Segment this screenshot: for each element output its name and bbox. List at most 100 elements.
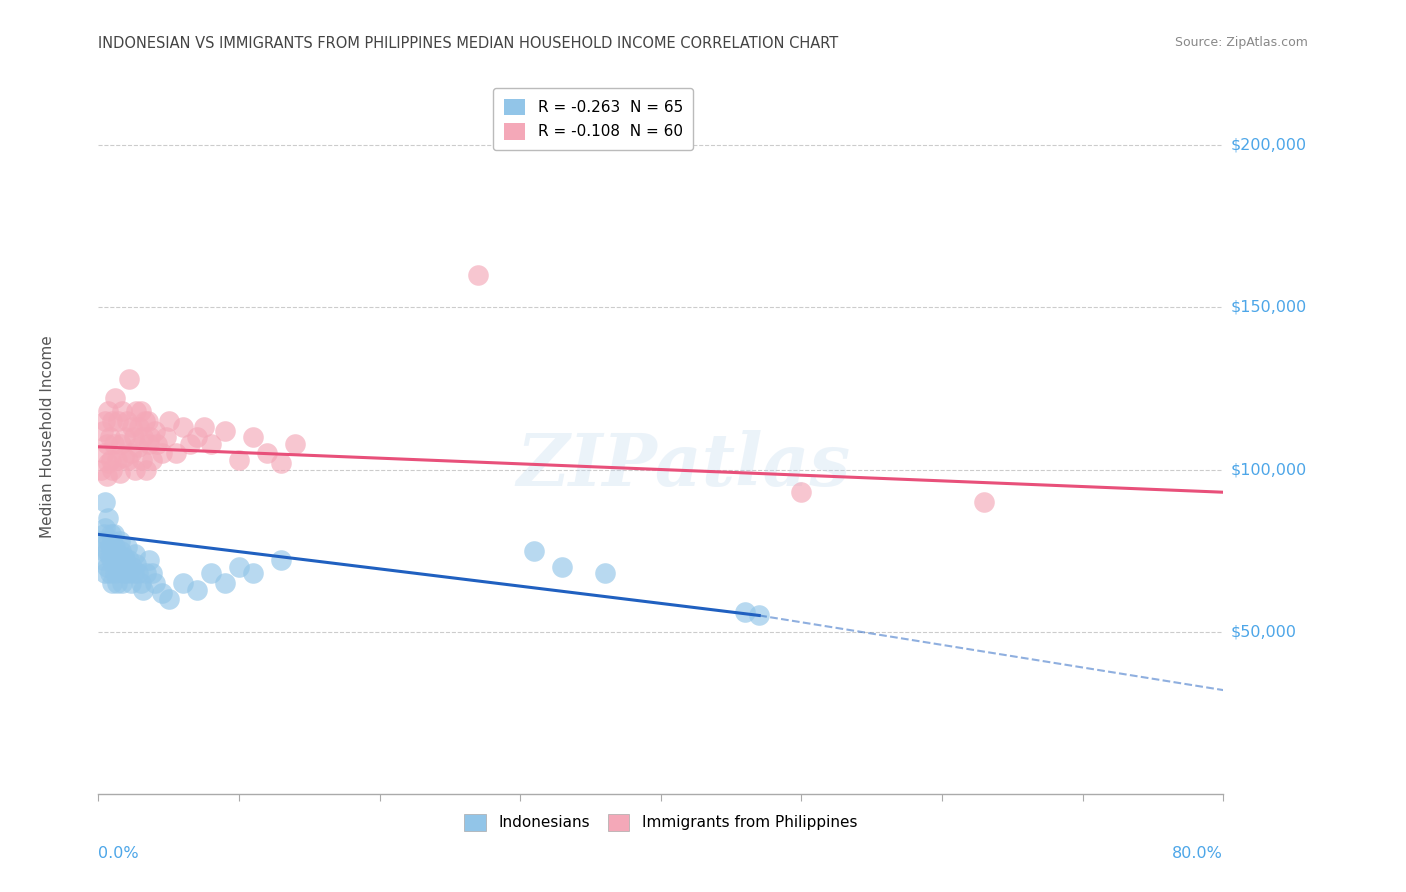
Point bbox=[143, 424, 166, 438]
Point bbox=[103, 547, 125, 561]
Point bbox=[91, 424, 114, 438]
Text: $150,000: $150,000 bbox=[1230, 300, 1306, 315]
Text: $200,000: $200,000 bbox=[1230, 137, 1306, 153]
Point bbox=[105, 576, 128, 591]
Point bbox=[973, 495, 995, 509]
Point bbox=[748, 608, 770, 623]
Text: $50,000: $50,000 bbox=[1230, 624, 1296, 640]
Point bbox=[100, 452, 122, 467]
Point bbox=[138, 553, 160, 567]
Point bbox=[523, 543, 546, 558]
Point bbox=[228, 559, 250, 574]
Point bbox=[122, 430, 145, 444]
Point bbox=[124, 547, 146, 561]
Text: Source: ZipAtlas.com: Source: ZipAtlas.com bbox=[1174, 36, 1308, 49]
Point bbox=[101, 462, 124, 476]
Point bbox=[214, 424, 236, 438]
Point bbox=[111, 559, 134, 574]
Point bbox=[107, 563, 129, 577]
Point bbox=[105, 452, 128, 467]
Text: Median Household Income: Median Household Income bbox=[41, 335, 55, 539]
Point bbox=[124, 462, 146, 476]
Point bbox=[734, 605, 756, 619]
Point bbox=[165, 446, 187, 460]
Point bbox=[91, 553, 114, 567]
Point bbox=[256, 446, 278, 460]
Point bbox=[200, 436, 222, 450]
Point bbox=[97, 456, 120, 470]
Point bbox=[121, 420, 143, 434]
Point bbox=[125, 404, 148, 418]
Point bbox=[104, 566, 127, 581]
Point bbox=[114, 430, 136, 444]
Legend: Indonesians, Immigrants from Philippines: Indonesians, Immigrants from Philippines bbox=[456, 805, 866, 839]
Point bbox=[129, 576, 152, 591]
Point bbox=[104, 391, 127, 405]
Point bbox=[121, 559, 143, 574]
Point bbox=[127, 566, 149, 581]
Point bbox=[117, 452, 139, 467]
Point bbox=[132, 430, 155, 444]
Point bbox=[135, 566, 157, 581]
Text: 0.0%: 0.0% bbox=[98, 846, 139, 861]
Point bbox=[118, 372, 141, 386]
Point bbox=[115, 414, 138, 428]
Point bbox=[94, 566, 117, 581]
Point bbox=[112, 566, 135, 581]
Point bbox=[112, 550, 135, 565]
Text: 80.0%: 80.0% bbox=[1173, 846, 1223, 861]
Point bbox=[93, 446, 115, 460]
Point bbox=[141, 452, 163, 467]
Text: INDONESIAN VS IMMIGRANTS FROM PHILIPPINES MEDIAN HOUSEHOLD INCOME CORRELATION CH: INDONESIAN VS IMMIGRANTS FROM PHILIPPINE… bbox=[98, 36, 838, 51]
Point bbox=[101, 414, 124, 428]
Point bbox=[97, 511, 120, 525]
Point bbox=[139, 430, 162, 444]
Point bbox=[112, 450, 135, 464]
Point bbox=[136, 414, 159, 428]
Point bbox=[122, 566, 145, 581]
Point bbox=[127, 440, 149, 454]
Point bbox=[108, 553, 131, 567]
Point bbox=[100, 541, 122, 555]
Point bbox=[135, 462, 157, 476]
Text: $100,000: $100,000 bbox=[1230, 462, 1306, 477]
Point bbox=[103, 436, 125, 450]
Point bbox=[284, 436, 307, 450]
Point bbox=[98, 430, 121, 444]
Point bbox=[104, 553, 127, 567]
Point bbox=[117, 566, 139, 581]
Point bbox=[128, 420, 150, 434]
Point bbox=[111, 576, 134, 591]
Point bbox=[101, 576, 124, 591]
Point bbox=[104, 541, 127, 555]
Point bbox=[146, 436, 169, 450]
Point bbox=[790, 485, 813, 500]
Point bbox=[125, 557, 148, 571]
Point bbox=[200, 566, 222, 581]
Point bbox=[551, 559, 574, 574]
Point bbox=[110, 436, 132, 450]
Point bbox=[129, 404, 152, 418]
Point bbox=[270, 553, 292, 567]
Point bbox=[172, 420, 194, 434]
Point bbox=[186, 582, 208, 597]
Point bbox=[115, 559, 138, 574]
Point bbox=[107, 547, 129, 561]
Point bbox=[242, 566, 264, 581]
Point bbox=[157, 592, 180, 607]
Point bbox=[105, 559, 128, 574]
Point bbox=[242, 430, 264, 444]
Point bbox=[98, 550, 121, 565]
Point bbox=[108, 466, 131, 480]
Point bbox=[93, 543, 115, 558]
Point bbox=[141, 566, 163, 581]
Point bbox=[150, 586, 173, 600]
Point bbox=[118, 553, 141, 567]
Point bbox=[114, 553, 136, 567]
Point bbox=[96, 436, 118, 450]
Point bbox=[96, 559, 118, 574]
Point bbox=[132, 582, 155, 597]
Point bbox=[94, 521, 117, 535]
Point bbox=[214, 576, 236, 591]
Point bbox=[94, 495, 117, 509]
